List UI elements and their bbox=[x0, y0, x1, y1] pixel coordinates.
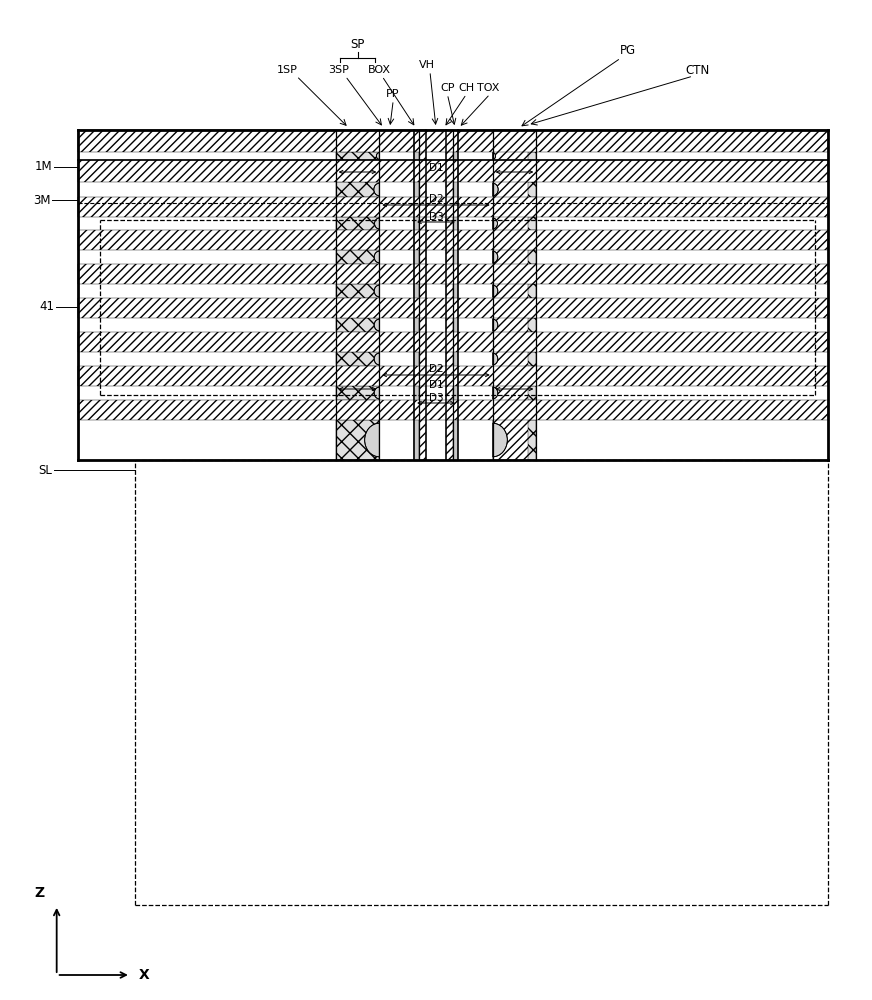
Text: D3: D3 bbox=[429, 212, 443, 222]
Bar bbox=[453, 130, 458, 460]
Bar bbox=[78, 400, 828, 420]
Wedge shape bbox=[375, 218, 379, 229]
Bar bbox=[336, 182, 379, 197]
Text: 1M: 1M bbox=[35, 160, 52, 174]
Wedge shape bbox=[493, 251, 498, 263]
Wedge shape bbox=[374, 387, 379, 399]
Bar bbox=[493, 130, 528, 460]
Bar bbox=[493, 182, 536, 197]
Bar bbox=[78, 250, 828, 264]
Bar bbox=[78, 160, 828, 182]
Bar bbox=[78, 366, 828, 386]
Wedge shape bbox=[374, 251, 379, 263]
Wedge shape bbox=[493, 153, 495, 159]
Wedge shape bbox=[493, 387, 498, 399]
Bar bbox=[336, 217, 379, 230]
Text: D1: D1 bbox=[429, 380, 443, 390]
Bar bbox=[493, 284, 536, 298]
Text: X: X bbox=[139, 968, 149, 982]
Bar bbox=[78, 182, 828, 197]
Bar bbox=[336, 420, 379, 460]
Bar bbox=[78, 352, 828, 366]
Bar bbox=[78, 318, 828, 332]
Text: CTN: CTN bbox=[685, 64, 710, 77]
Bar bbox=[493, 352, 536, 366]
Wedge shape bbox=[374, 285, 379, 297]
Bar bbox=[336, 152, 379, 160]
Bar bbox=[493, 420, 536, 460]
Text: VH: VH bbox=[419, 60, 435, 70]
Text: SL: SL bbox=[38, 464, 52, 477]
Wedge shape bbox=[374, 183, 379, 196]
Bar bbox=[419, 130, 426, 460]
Text: BOX: BOX bbox=[368, 65, 391, 75]
Bar bbox=[78, 298, 828, 318]
Text: CH: CH bbox=[459, 83, 474, 93]
Text: Z: Z bbox=[34, 886, 44, 900]
Bar bbox=[78, 420, 828, 460]
Bar bbox=[446, 130, 453, 460]
Text: TOX: TOX bbox=[477, 83, 500, 93]
Bar bbox=[78, 400, 828, 420]
Bar bbox=[336, 352, 379, 366]
Bar bbox=[493, 386, 536, 400]
Bar bbox=[78, 230, 828, 250]
Wedge shape bbox=[374, 353, 379, 365]
Text: 41: 41 bbox=[39, 300, 54, 314]
Bar bbox=[78, 160, 828, 182]
Bar bbox=[78, 197, 828, 217]
Text: D3: D3 bbox=[429, 393, 443, 403]
Bar bbox=[414, 130, 449, 460]
Wedge shape bbox=[493, 183, 498, 196]
Bar bbox=[78, 332, 828, 352]
Bar bbox=[78, 298, 828, 318]
Bar bbox=[78, 386, 828, 400]
Text: D2: D2 bbox=[429, 194, 443, 204]
Wedge shape bbox=[377, 153, 379, 159]
Bar bbox=[426, 130, 446, 460]
Text: PG: PG bbox=[620, 43, 636, 56]
Wedge shape bbox=[493, 218, 497, 229]
Bar bbox=[336, 250, 379, 264]
Bar bbox=[78, 264, 828, 284]
Bar bbox=[78, 332, 828, 352]
Bar bbox=[336, 284, 379, 298]
Bar bbox=[78, 130, 828, 152]
Bar bbox=[414, 130, 419, 460]
Bar bbox=[78, 284, 828, 298]
Bar bbox=[78, 197, 828, 217]
Bar bbox=[78, 130, 828, 460]
Bar bbox=[493, 250, 536, 264]
Text: 1SP: 1SP bbox=[277, 65, 298, 75]
Bar bbox=[78, 152, 828, 160]
Text: SP: SP bbox=[351, 38, 364, 51]
Wedge shape bbox=[493, 285, 498, 297]
Text: D1: D1 bbox=[429, 163, 443, 173]
Wedge shape bbox=[493, 319, 498, 331]
Bar bbox=[336, 318, 379, 332]
Text: D2: D2 bbox=[429, 364, 443, 374]
Bar bbox=[78, 366, 828, 386]
Text: 3M: 3M bbox=[33, 194, 51, 207]
Bar bbox=[336, 386, 379, 400]
Bar bbox=[493, 318, 536, 332]
Wedge shape bbox=[493, 353, 498, 365]
Bar bbox=[493, 152, 536, 160]
Text: CP: CP bbox=[440, 83, 454, 93]
Wedge shape bbox=[374, 319, 379, 331]
Bar bbox=[78, 130, 828, 152]
Wedge shape bbox=[493, 423, 508, 457]
Bar bbox=[78, 217, 828, 230]
Text: PP: PP bbox=[385, 89, 399, 99]
Wedge shape bbox=[364, 423, 379, 457]
Bar bbox=[78, 230, 828, 250]
Text: 3SP: 3SP bbox=[328, 65, 349, 75]
Bar bbox=[493, 217, 536, 230]
Bar bbox=[78, 264, 828, 284]
